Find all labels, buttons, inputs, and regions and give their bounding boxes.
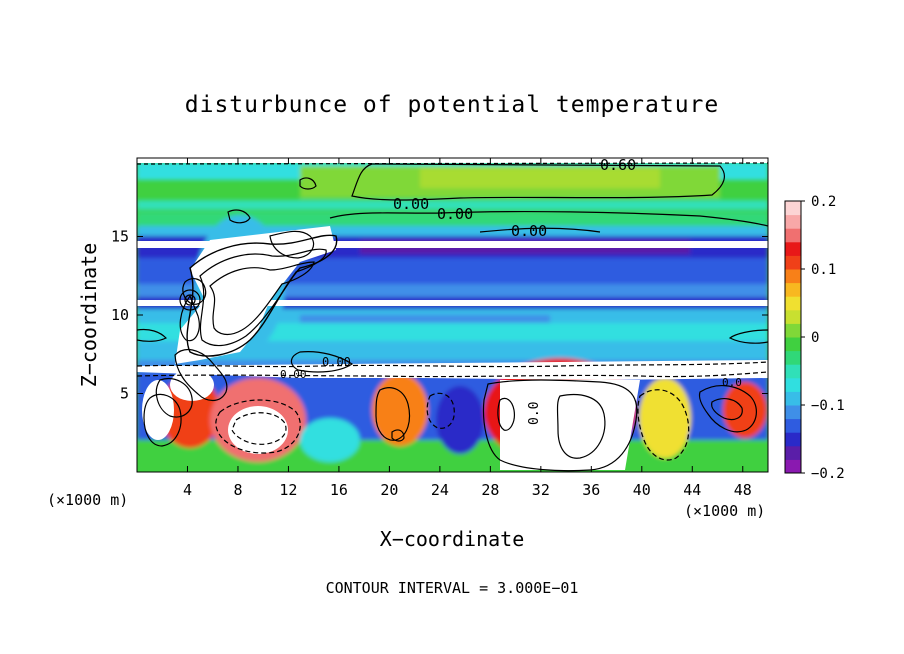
colorbar-swatch xyxy=(785,228,801,243)
colorbar-tick-label: 0.2 xyxy=(811,194,836,210)
colorbar-swatch xyxy=(785,350,801,365)
x-tick-label: 40 xyxy=(633,481,651,499)
colorbar-tick-label: −0.1 xyxy=(811,398,845,414)
contour-label: 0.00 xyxy=(393,195,429,213)
y-tick-label: 10 xyxy=(111,306,129,324)
x-axis-label: X−coordinate xyxy=(380,527,525,551)
colorbar-swatch xyxy=(785,377,801,392)
colorbar-swatch xyxy=(785,269,801,284)
y-axis: 5 10 15 xyxy=(111,228,768,403)
colorbar-swatch xyxy=(785,445,801,460)
contour-lines xyxy=(137,162,768,472)
contour-label: 0.00 xyxy=(511,222,547,240)
colorbar-swatch xyxy=(785,323,801,338)
colorbar-swatch xyxy=(785,282,801,297)
x-unit-right: (×1000 m) xyxy=(684,502,765,520)
colorbar-tick-label: 0 xyxy=(811,330,819,346)
x-tick-label: 4 xyxy=(183,481,192,499)
colorbar-swatch xyxy=(785,418,801,433)
colorbar-swatch xyxy=(785,337,801,352)
x-tick-label: 16 xyxy=(330,481,348,499)
contour-label: 0.0 xyxy=(527,402,542,425)
colorbar-swatch xyxy=(785,459,801,474)
colorbar-swatch xyxy=(785,364,801,379)
colorbar-swatch xyxy=(785,255,801,270)
contour-label: 0.00 xyxy=(322,355,351,369)
contour-label: 0.60 xyxy=(600,156,636,174)
colorbar-tick-label: −0.2 xyxy=(811,466,845,482)
contour-label-group: 0.00 0.00 0.00 0.00 0.60 0.0 0.00 0.0 xyxy=(280,156,742,425)
y-axis-label: Z−coordinate xyxy=(77,243,101,388)
x-tick-label: 20 xyxy=(380,481,398,499)
contour-interval-footer: CONTOUR INTERVAL = 3.000E−01 xyxy=(326,579,579,597)
colorbar: 0.2 0.1 0 −0.1 −0.2 xyxy=(784,194,845,482)
x-tick-label: 36 xyxy=(582,481,600,499)
x-tick-label: 44 xyxy=(683,481,701,499)
x-tick-label: 24 xyxy=(431,481,449,499)
x-tick-label: 28 xyxy=(481,481,499,499)
y-tick-label: 5 xyxy=(120,385,129,403)
colorbar-swatch xyxy=(785,309,801,324)
colorbar-swatch xyxy=(785,405,801,420)
colorbar-swatch xyxy=(785,391,801,406)
chart-title: disturbunce of potential temperature xyxy=(185,92,720,118)
y-tick-label: 15 xyxy=(111,228,129,246)
x-tick-label: 12 xyxy=(279,481,297,499)
x-tick-label: 32 xyxy=(532,481,550,499)
colorbar-swatch xyxy=(785,214,801,229)
colorbar-swatch xyxy=(785,432,801,447)
x-tick-label: 48 xyxy=(734,481,752,499)
contour-label: 0.00 xyxy=(280,368,307,381)
colorbar-swatch xyxy=(785,296,801,311)
x-unit-left: (×1000 m) xyxy=(47,491,128,509)
colorbar-swatch xyxy=(785,201,801,216)
colorbar-tick-label: 0.1 xyxy=(811,262,836,278)
contour-label: 0.00 xyxy=(437,205,473,223)
contour-label: 0.0 xyxy=(722,376,742,389)
plot-area: 0.00 0.00 0.00 0.00 0.60 0.0 0.00 0.0 xyxy=(137,156,768,472)
colorbar-swatch xyxy=(785,241,801,256)
x-axis: 4 8 12 16 20 24 28 32 36 40 44 48 xyxy=(183,158,752,499)
x-tick-label: 8 xyxy=(233,481,242,499)
